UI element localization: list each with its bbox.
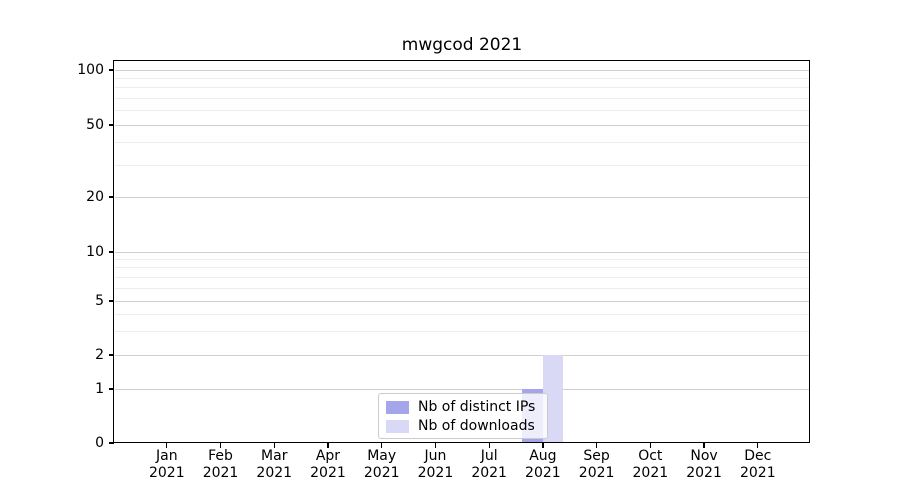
- x-tick: [166, 443, 168, 448]
- x-tick-month: Sep: [583, 448, 610, 464]
- x-tick: [488, 443, 490, 448]
- x-tick-year: 2021: [525, 465, 561, 481]
- y-tick: [109, 124, 114, 126]
- x-tick: [595, 443, 598, 448]
- bar-nb-of-downloads: [542, 355, 564, 443]
- x-tick-year: 2021: [417, 465, 454, 481]
- y-gridline-minor: [115, 164, 809, 166]
- y-tick: [109, 354, 114, 356]
- legend-label-distinct-ips: Nb of distinct IPs: [418, 399, 536, 415]
- y-gridline-major: [115, 124, 809, 126]
- y-gridline-minor: [115, 267, 809, 269]
- x-tick-label: Nov 2021: [664, 448, 744, 482]
- x-tick-label: Apr 2021: [288, 448, 368, 482]
- x-tick-label: May 2021: [342, 448, 422, 482]
- y-gridline-minor: [115, 77, 809, 79]
- y-tick-label: 20: [86, 189, 104, 205]
- y-gridline-minor: [115, 258, 809, 260]
- x-tick-month: Nov: [690, 448, 718, 464]
- x-tick: [219, 443, 222, 448]
- x-tick: [649, 443, 651, 448]
- x-tick-month: Jan: [156, 448, 178, 464]
- x-tick-label: Jun 2021: [395, 448, 475, 482]
- y-tick: [109, 442, 114, 444]
- x-tick: [757, 443, 759, 448]
- y-gridline-major: [115, 196, 809, 198]
- x-tick-label: Dec 2021: [718, 448, 798, 482]
- x-tick-label: Mar 2021: [234, 448, 314, 482]
- y-tick-label: 0: [95, 435, 104, 451]
- x-tick-label: Jul 2021: [449, 448, 529, 482]
- legend: Nb of distinct IPs Nb of downloads: [378, 393, 548, 439]
- x-tick: [703, 443, 705, 448]
- y-gridline-minor: [115, 313, 809, 315]
- x-tick: [327, 443, 329, 448]
- x-tick-month: Jul: [480, 448, 498, 464]
- y-gridline-minor: [115, 97, 809, 99]
- legend-label-downloads: Nb of downloads: [418, 418, 535, 434]
- x-tick-month: May: [367, 448, 397, 464]
- y-gridline-minor: [115, 87, 809, 89]
- y-gridline-minor: [115, 142, 809, 144]
- y-gridline-major: [115, 69, 809, 71]
- y-gridline-major: [115, 388, 809, 390]
- legend-swatch-distinct-ips: [386, 400, 409, 414]
- chart-title: mwgcod 2021: [401, 35, 523, 55]
- y-gridline-major: [115, 300, 809, 302]
- x-tick-label: Aug 2021: [503, 448, 583, 482]
- y-tick: [109, 196, 114, 198]
- y-gridline-major: [115, 354, 809, 356]
- x-tick: [381, 443, 383, 448]
- x-tick-year: 2021: [148, 465, 185, 481]
- y-gridline-major: [115, 251, 809, 253]
- y-gridline-minor: [115, 330, 809, 332]
- x-tick-month: Feb: [208, 448, 233, 464]
- x-tick-year: 2021: [310, 465, 346, 481]
- y-gridline-minor: [115, 110, 809, 112]
- x-tick-label: Feb 2021: [181, 448, 261, 482]
- x-tick-month: Aug: [529, 448, 557, 464]
- x-tick-year: 2021: [739, 465, 776, 481]
- x-tick: [434, 443, 437, 448]
- y-tick: [109, 69, 114, 71]
- y-tick: [109, 251, 114, 253]
- x-tick-year: 2021: [686, 465, 722, 481]
- x-tick-year: 2021: [202, 465, 239, 481]
- x-tick-label: Jan 2021: [127, 448, 207, 482]
- x-tick: [273, 443, 275, 448]
- x-tick-label: Oct 2021: [610, 448, 690, 482]
- x-tick-year: 2021: [471, 465, 507, 481]
- legend-item-distinct-ips: Nb of distinct IPs: [386, 399, 540, 415]
- x-tick-month: Oct: [638, 448, 663, 464]
- x-tick-year: 2021: [256, 465, 293, 481]
- legend-item-downloads: Nb of downloads: [386, 418, 540, 434]
- y-tick-label: 1: [95, 381, 104, 397]
- x-tick-month: Jun: [424, 448, 447, 464]
- x-tick-month: Apr: [315, 448, 341, 464]
- x-tick-month: Dec: [744, 448, 772, 464]
- x-tick-year: 2021: [632, 465, 669, 481]
- y-tick-label: 5: [95, 293, 104, 309]
- x-tick-year: 2021: [578, 465, 615, 481]
- y-gridline-minor: [115, 276, 809, 278]
- x-tick: [542, 443, 544, 448]
- y-tick: [109, 388, 114, 390]
- y-tick-label: 2: [95, 347, 104, 363]
- y-gridline-minor: [115, 287, 809, 289]
- y-tick: [109, 300, 114, 302]
- x-tick-year: 2021: [363, 465, 400, 481]
- x-tick-label: Sep 2021: [557, 448, 637, 482]
- x-tick-month: Mar: [261, 448, 288, 464]
- y-tick-label: 100: [77, 62, 104, 78]
- y-tick-label: 50: [86, 117, 104, 133]
- y-tick-label: 10: [86, 244, 104, 260]
- legend-swatch-downloads: [386, 419, 409, 433]
